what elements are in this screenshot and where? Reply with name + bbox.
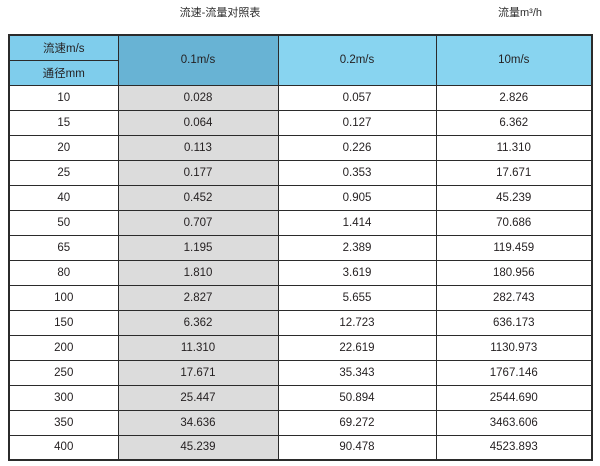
table-row: 40 0.452 0.905 45.239 xyxy=(8,184,593,211)
table-row: 25 0.177 0.353 17.671 xyxy=(8,159,593,186)
cell-flow-value: 0.113 xyxy=(117,134,279,161)
table-row: 150 6.362 12.723 636.173 xyxy=(8,309,593,336)
cell-flow-value: 69.272 xyxy=(277,409,437,436)
flow-rate-table: 流速m/s 0.1m/s 0.2m/s 10m/s 通径mm 10 0.028 0.… xyxy=(8,34,593,461)
cell-flow-value: 0.057 xyxy=(277,84,437,111)
table-header-row-bottom: 通径mm xyxy=(8,59,592,86)
cell-nominal-diameter: 65 xyxy=(8,234,119,261)
column-header-0: 0.1m/s xyxy=(117,34,279,86)
table-row: 20 0.113 0.226 11.310 xyxy=(8,134,593,161)
table-row: 250 17.671 35.343 1767.146 xyxy=(8,359,593,386)
cell-flow-value: 35.343 xyxy=(277,359,437,386)
table-row: 10 0.028 0.057 2.826 xyxy=(8,84,593,111)
cell-nominal-diameter: 40 xyxy=(8,184,119,211)
caption-strip: 流速-流量对照表 流量m³/h xyxy=(0,0,600,33)
cell-nominal-diameter: 80 xyxy=(8,259,119,286)
cell-flow-value: 90.478 xyxy=(277,434,437,461)
table-row: 100 2.827 5.655 282.743 xyxy=(8,284,593,311)
cell-flow-value: 12.723 xyxy=(277,309,437,336)
table-row: 350 34.636 69.272 3463.606 xyxy=(8,409,593,436)
cell-flow-value: 5.655 xyxy=(277,284,437,311)
cell-flow-value: 0.707 xyxy=(117,209,279,236)
main-title: 流速-流量对照表 xyxy=(179,7,261,19)
table-row: 80 1.810 3.619 180.956 xyxy=(8,259,593,286)
cell-flow-value: 3.619 xyxy=(277,259,437,286)
cell-flow-value: 0.905 xyxy=(277,184,437,211)
cell-flow-value: 2.389 xyxy=(277,234,437,261)
cell-flow-value: 180.956 xyxy=(435,259,593,286)
cell-flow-value: 45.239 xyxy=(435,184,593,211)
cell-flow-value: 0.353 xyxy=(277,159,437,186)
cell-nominal-diameter: 200 xyxy=(8,334,119,361)
cell-flow-value: 2.827 xyxy=(117,284,279,311)
cell-flow-value: 50.894 xyxy=(277,384,437,411)
table-row: 65 1.195 2.389 119.459 xyxy=(8,234,593,261)
flow-rate-table-wrapper: 流速m/s 0.1m/s 0.2m/s 10m/s 通径mm 10 0.028 0.… xyxy=(8,34,593,461)
table-row: 400 45.239 90.478 4523.893 xyxy=(8,434,593,461)
table-row: 50 0.707 1.414 70.686 xyxy=(8,209,593,236)
cell-flow-value: 0.064 xyxy=(117,109,279,136)
cell-flow-value: 1130.973 xyxy=(435,334,593,361)
table-row: 300 25.447 50.894 2544.690 xyxy=(8,384,593,411)
cell-flow-value: 25.447 xyxy=(117,384,279,411)
cell-nominal-diameter: 250 xyxy=(8,359,119,386)
cell-flow-value: 1.810 xyxy=(117,259,279,286)
cell-nominal-diameter: 10 xyxy=(8,84,119,111)
column-header-1: 0.2m/s xyxy=(277,34,437,86)
cell-flow-value: 1767.146 xyxy=(435,359,593,386)
cell-nominal-diameter: 50 xyxy=(8,209,119,236)
cell-flow-value: 636.173 xyxy=(435,309,593,336)
cell-flow-value: 34.636 xyxy=(117,409,279,436)
unit-title: 流量m³/h xyxy=(498,7,542,19)
cell-flow-value: 1.195 xyxy=(117,234,279,261)
cell-nominal-diameter: 15 xyxy=(8,109,119,136)
cell-flow-value: 6.362 xyxy=(435,109,593,136)
cell-nominal-diameter: 20 xyxy=(8,134,119,161)
table-row: 15 0.064 0.127 6.362 xyxy=(8,109,593,136)
cell-flow-value: 2544.690 xyxy=(435,384,593,411)
cell-flow-value: 1.414 xyxy=(277,209,437,236)
cell-nominal-diameter: 400 xyxy=(8,434,119,461)
cell-flow-value: 17.671 xyxy=(435,159,593,186)
table-row: 200 11.310 22.619 1130.973 xyxy=(8,334,593,361)
cell-nominal-diameter: 300 xyxy=(8,384,119,411)
cell-flow-value: 4523.893 xyxy=(435,434,593,461)
cell-flow-value: 45.239 xyxy=(117,434,279,461)
table-header-row-top: 流速m/s 0.1m/s 0.2m/s 10m/s xyxy=(8,34,593,86)
cell-nominal-diameter: 100 xyxy=(8,284,119,311)
cell-flow-value: 0.127 xyxy=(277,109,437,136)
cell-flow-value: 0.028 xyxy=(117,84,279,111)
cell-flow-value: 3463.606 xyxy=(435,409,593,436)
cell-nominal-diameter: 25 xyxy=(8,159,119,186)
cell-flow-value: 0.177 xyxy=(117,159,279,186)
cell-flow-value: 2.826 xyxy=(435,84,593,111)
cell-nominal-diameter: 350 xyxy=(8,409,119,436)
corner-header-velocity: 流速m/s xyxy=(8,34,119,61)
cell-flow-value: 11.310 xyxy=(117,334,279,361)
cell-flow-value: 0.226 xyxy=(277,134,437,161)
column-header-2: 10m/s xyxy=(435,34,593,86)
cell-flow-value: 17.671 xyxy=(117,359,279,386)
cell-flow-value: 11.310 xyxy=(435,134,593,161)
cell-flow-value: 0.452 xyxy=(117,184,279,211)
cell-nominal-diameter: 150 xyxy=(8,309,119,336)
cell-flow-value: 6.362 xyxy=(117,309,279,336)
cell-flow-value: 22.619 xyxy=(277,334,437,361)
cell-flow-value: 70.686 xyxy=(435,209,593,236)
corner-header-diameter: 通径mm xyxy=(8,59,119,86)
cell-flow-value: 282.743 xyxy=(435,284,593,311)
cell-flow-value: 119.459 xyxy=(435,234,593,261)
